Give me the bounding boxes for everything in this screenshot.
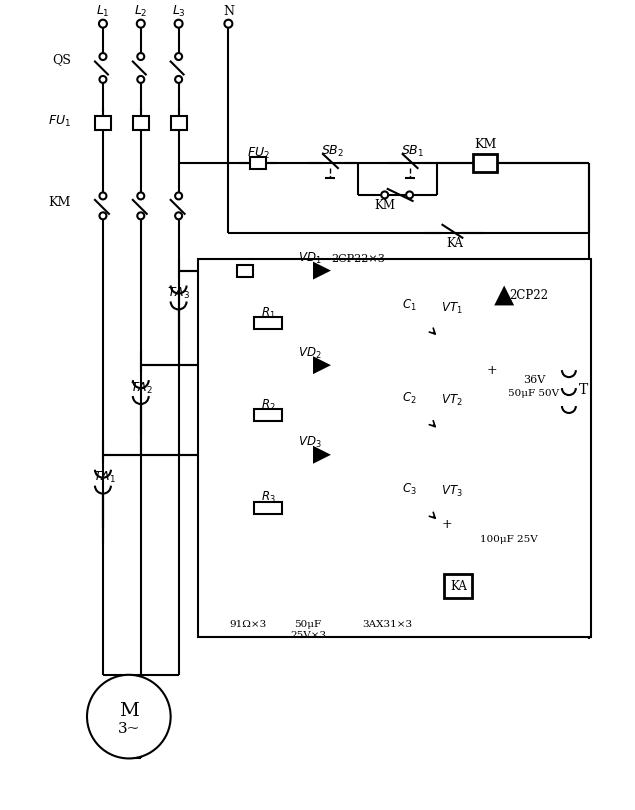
Text: $TA_2$: $TA_2$ xyxy=(130,381,153,395)
Bar xyxy=(254,318,282,330)
Circle shape xyxy=(175,212,182,220)
Text: $VD_2$: $VD_2$ xyxy=(298,346,322,360)
Circle shape xyxy=(87,675,171,758)
Text: 3~: 3~ xyxy=(117,722,140,735)
Text: $C_1$: $C_1$ xyxy=(401,298,417,313)
Bar xyxy=(237,265,253,276)
Circle shape xyxy=(137,19,145,28)
Text: N: N xyxy=(223,5,234,19)
Text: $SB_1$: $SB_1$ xyxy=(401,143,424,159)
Bar xyxy=(250,157,266,169)
Bar xyxy=(254,409,282,421)
Text: $C_3$: $C_3$ xyxy=(401,482,417,497)
Text: 50μF: 50μF xyxy=(295,620,321,629)
Circle shape xyxy=(137,53,144,60)
Text: $FU_2$: $FU_2$ xyxy=(247,146,270,160)
Text: $TA_1$: $TA_1$ xyxy=(93,470,116,485)
Text: 2CP22: 2CP22 xyxy=(509,289,549,302)
Polygon shape xyxy=(313,446,331,464)
Bar xyxy=(254,501,282,514)
Circle shape xyxy=(406,191,413,198)
Circle shape xyxy=(100,76,107,83)
Polygon shape xyxy=(313,262,331,279)
Text: 91Ω×3: 91Ω×3 xyxy=(230,620,267,629)
Text: $VT_2$: $VT_2$ xyxy=(441,393,462,407)
Text: $L_2$: $L_2$ xyxy=(134,4,147,19)
Text: 3AX31×3: 3AX31×3 xyxy=(363,620,413,629)
Text: $TA_3$: $TA_3$ xyxy=(168,286,190,301)
Bar xyxy=(444,574,472,598)
Text: $VT_3$: $VT_3$ xyxy=(441,484,462,499)
Text: $L_1$: $L_1$ xyxy=(96,4,110,19)
Bar xyxy=(473,154,497,172)
Text: $R_1$: $R_1$ xyxy=(261,306,276,321)
Text: QS: QS xyxy=(52,53,71,66)
Text: 36V: 36V xyxy=(523,375,545,385)
Text: $SB_2$: $SB_2$ xyxy=(321,143,345,159)
Text: $VD_3$: $VD_3$ xyxy=(298,435,322,450)
Text: KM: KM xyxy=(474,138,497,151)
Circle shape xyxy=(100,193,107,199)
Circle shape xyxy=(381,191,388,198)
Circle shape xyxy=(175,76,182,83)
Text: 100μF 25V: 100μF 25V xyxy=(480,535,538,544)
Text: $R_3$: $R_3$ xyxy=(261,490,276,505)
Bar xyxy=(171,117,187,130)
Text: $FU_1$: $FU_1$ xyxy=(48,113,71,129)
Circle shape xyxy=(175,19,183,28)
Text: KM: KM xyxy=(49,196,71,210)
Text: KM: KM xyxy=(374,199,395,212)
Text: $C_2$: $C_2$ xyxy=(401,390,417,406)
Circle shape xyxy=(224,19,232,28)
Text: +: + xyxy=(442,518,453,531)
Circle shape xyxy=(137,76,144,83)
Text: M: M xyxy=(119,701,139,719)
Text: KA: KA xyxy=(450,580,467,593)
Polygon shape xyxy=(494,285,514,305)
Bar xyxy=(133,117,149,130)
Polygon shape xyxy=(313,356,331,374)
Circle shape xyxy=(137,212,144,220)
Circle shape xyxy=(175,193,182,199)
Text: 50μF 50V: 50μF 50V xyxy=(509,389,559,398)
Circle shape xyxy=(99,19,107,28)
Circle shape xyxy=(137,193,144,199)
Bar xyxy=(95,117,111,130)
Circle shape xyxy=(100,53,107,60)
Text: +: + xyxy=(487,364,498,377)
Circle shape xyxy=(100,212,107,220)
Text: 2CP22×3: 2CP22×3 xyxy=(331,254,385,263)
Text: $VT_1$: $VT_1$ xyxy=(441,301,462,316)
Circle shape xyxy=(175,53,182,60)
Text: $L_3$: $L_3$ xyxy=(171,4,185,19)
Text: $R_2$: $R_2$ xyxy=(261,398,276,412)
Text: 25V×3: 25V×3 xyxy=(290,632,326,641)
Text: KA: KA xyxy=(446,237,463,250)
Text: $VD_1$: $VD_1$ xyxy=(298,251,322,266)
Text: T: T xyxy=(579,383,589,397)
Bar xyxy=(197,258,591,637)
